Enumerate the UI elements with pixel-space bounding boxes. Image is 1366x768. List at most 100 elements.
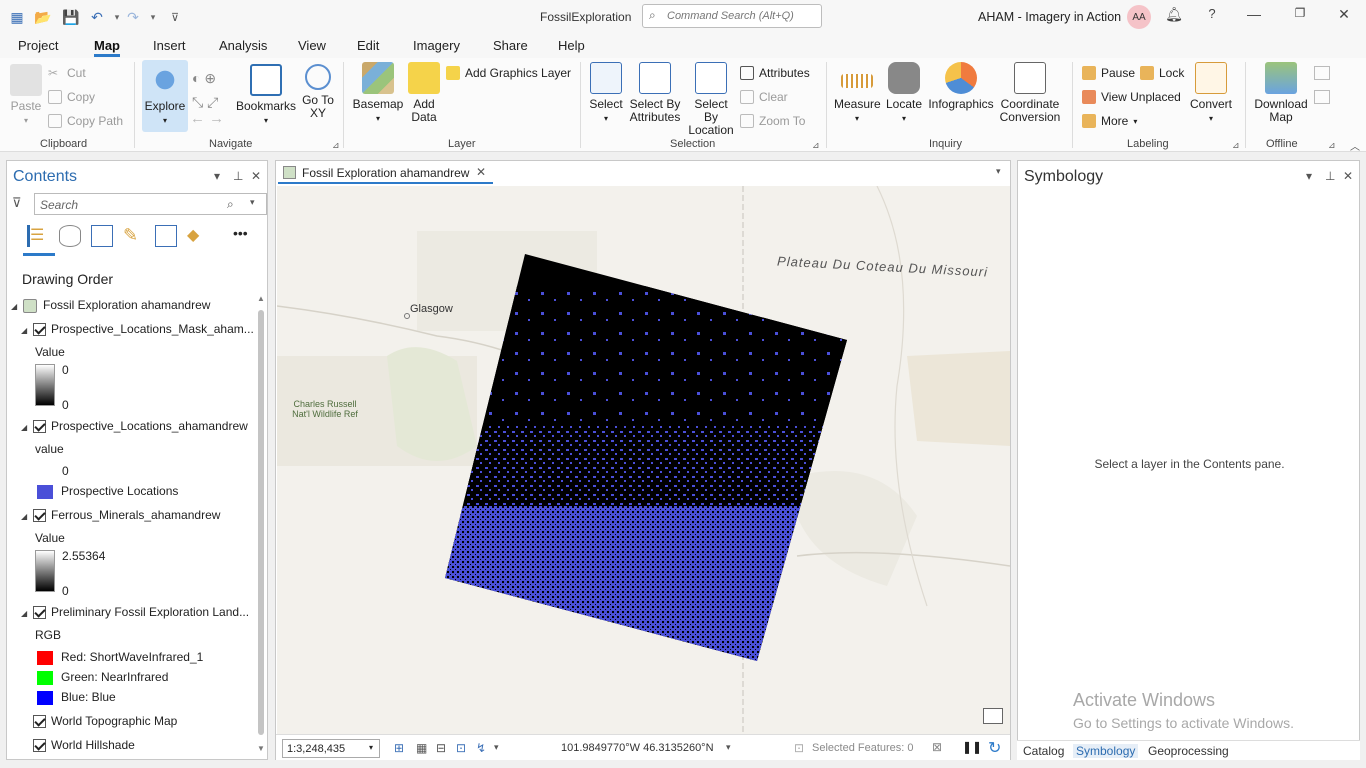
tab-analysis[interactable]: Analysis [219, 38, 268, 53]
layer-row[interactable]: ◢ Prospective_Locations_Mask_aham... [21, 322, 254, 337]
tab-imagery[interactable]: Imagery [413, 38, 460, 53]
select-by-location-button[interactable]: Select By Location [686, 62, 736, 137]
tab-map[interactable]: Map [94, 38, 120, 57]
select-by-attributes-button[interactable]: Select By Attributes [628, 62, 682, 124]
north-arrow-icon[interactable]: ↯ [476, 741, 487, 755]
coordinate-conversion-button[interactable]: Coordinate Conversion [998, 62, 1062, 124]
offline-launcher-icon[interactable]: ⊿ [1328, 140, 1336, 150]
undo-icon[interactable]: ↶ [91, 8, 103, 25]
grid-icon[interactable]: ▦ [416, 741, 428, 755]
more-labeling-button[interactable]: More ▾ [1082, 114, 1137, 128]
paste-button[interactable]: Paste ▾ [8, 64, 44, 127]
command-search-input[interactable]: ⌕ Command Search (Alt+Q) [642, 4, 822, 28]
explore-button[interactable]: Explore ▾ [142, 60, 188, 132]
infographics-button[interactable]: Infographics [926, 62, 996, 111]
layer-visibility-checkbox[interactable] [33, 715, 46, 729]
undo-dropdown-icon[interactable]: ▾ [114, 11, 120, 22]
pin-icon[interactable]: ⊥ [1325, 169, 1336, 183]
layer-visibility-checkbox[interactable] [33, 509, 46, 523]
notifications-bell-icon[interactable]: 🔔︎ [1165, 6, 1183, 22]
remove-offline-icon[interactable] [1314, 90, 1330, 104]
scale-selector[interactable]: 1:3,248,435 ▾ [282, 739, 380, 758]
add-graphics-layer-button[interactable]: Add Graphics Layer [446, 66, 571, 80]
copy-path-button[interactable]: Copy Path [48, 114, 123, 128]
pause-drawing-icon[interactable]: ❚❚ [962, 740, 983, 754]
list-by-selection-icon[interactable] [91, 225, 113, 247]
tab-edit[interactable]: Edit [357, 38, 380, 53]
redo-dropdown-icon[interactable]: ▾ [150, 11, 156, 22]
tab-geoprocessing[interactable]: Geoprocessing [1148, 744, 1229, 758]
save-icon[interactable]: 💾 [62, 8, 80, 25]
locate-button[interactable]: Locate ▾ [884, 62, 924, 125]
tab-list-icon[interactable]: ▾ [996, 166, 1001, 176]
correction-icon[interactable]: ⊡ [456, 741, 467, 755]
map-view-tab[interactable]: Fossil Exploration ahamandrew ✕ [278, 162, 493, 184]
layer-visibility-checkbox[interactable] [33, 606, 46, 620]
pause-labeling-button[interactable]: Pause [1082, 66, 1135, 80]
layer-row[interactable]: ◢ Prospective_Locations_ahamandrew [21, 419, 248, 434]
labeling-launcher-icon[interactable]: ⊿ [1232, 140, 1240, 150]
select-button[interactable]: Select ▾ [588, 62, 624, 125]
contents-search-input[interactable]: Search ⌕ ▾ [34, 193, 267, 215]
basemap-button[interactable]: Basemap ▾ [352, 62, 404, 125]
sync-icon[interactable] [1314, 66, 1330, 80]
download-map-button[interactable]: Download Map [1252, 62, 1310, 124]
add-data-button[interactable]: Add Data [406, 62, 442, 124]
selection-launcher-icon[interactable]: ⊿ [812, 140, 820, 150]
filter-icon[interactable]: ⊠ [932, 740, 943, 754]
tab-insert[interactable]: Insert [153, 38, 186, 53]
zoom-tools-icon[interactable]: ◐ ⊕ ⤡ ⤢ [192, 70, 219, 110]
snapping-icon[interactable]: ⊞ [394, 741, 405, 755]
map-overview-icon[interactable] [983, 708, 1003, 724]
convert-labels-button[interactable]: Convert ▾ [1188, 62, 1234, 125]
copy-button[interactable]: Copy [48, 90, 95, 104]
coordinate-format-dropdown-icon[interactable]: ▾ [726, 742, 731, 752]
scrollbar-thumb[interactable] [258, 310, 264, 735]
cut-button[interactable]: ✂ Cut [48, 66, 86, 80]
list-by-source-icon[interactable] [59, 225, 81, 247]
open-project-icon[interactable]: 📂 [34, 8, 52, 25]
avatar[interactable]: AA [1127, 5, 1151, 29]
tab-project[interactable]: Project [18, 38, 59, 53]
scroll-up-icon[interactable]: ▲ [257, 294, 265, 303]
lock-labeling-button[interactable]: Lock [1140, 66, 1184, 80]
map-canvas[interactable]: Plateau Du Coteau Du Missouri Glasgow Ch… [277, 186, 1010, 734]
pane-options-icon[interactable]: ▾ [1306, 169, 1313, 183]
more-tools-icon[interactable]: ••• [233, 225, 248, 241]
customize-toolbar-icon[interactable]: ⊽ [170, 11, 180, 24]
go-to-xy-button[interactable]: Go To XY [300, 64, 336, 120]
new-project-icon[interactable]: ▦ [10, 8, 24, 25]
tab-share[interactable]: Share [493, 38, 528, 53]
filter-icon[interactable]: ⊽ [12, 195, 22, 210]
layer-visibility-checkbox[interactable] [33, 739, 46, 753]
close-tab-icon[interactable]: ✕ [476, 165, 487, 179]
scroll-down-icon[interactable]: ▼ [257, 744, 265, 753]
refresh-icon[interactable]: ↻ [988, 740, 1002, 757]
help-icon[interactable]: ? [1208, 6, 1216, 21]
tab-view[interactable]: View [298, 38, 326, 53]
redo-icon[interactable]: ↷ [127, 8, 139, 25]
list-by-drawing-order-icon[interactable]: ☰ [27, 225, 49, 247]
list-by-snapping-icon[interactable] [155, 225, 177, 247]
navigate-launcher-icon[interactable]: ⊿ [332, 140, 340, 150]
attributes-button[interactable]: Attributes [740, 66, 810, 80]
constraints-icon[interactable]: ⊟ [436, 741, 447, 755]
close-pane-icon[interactable]: ✕ [251, 169, 262, 183]
layer-row[interactable]: World Topographic Map [33, 714, 177, 729]
map-tree-item[interactable]: ◢ Fossil Exploration ahamandrew [11, 298, 211, 313]
measure-button[interactable]: Measure ▾ [834, 62, 881, 125]
list-by-editing-icon[interactable]: ✎ [123, 225, 139, 245]
tab-symbology[interactable]: Symbology [1073, 744, 1139, 758]
pane-options-icon[interactable]: ▾ [214, 169, 221, 183]
layer-row[interactable]: ◢ Ferrous_Minerals_ahamandrew [21, 508, 221, 523]
tab-catalog[interactable]: Catalog [1023, 744, 1065, 758]
clear-selection-button[interactable]: Clear [740, 90, 788, 104]
layer-visibility-checkbox[interactable] [33, 323, 46, 337]
view-unplaced-button[interactable]: View Unplaced [1082, 90, 1181, 104]
status-dropdown-icon[interactable]: ▾ [494, 742, 499, 752]
list-by-labeling-icon[interactable]: ◆ [187, 227, 200, 244]
collapse-ribbon-icon[interactable]: ︿ [1350, 142, 1360, 153]
close-pane-icon[interactable]: ✕ [1343, 169, 1354, 183]
pin-icon[interactable]: ⊥ [233, 169, 244, 183]
layer-row[interactable]: World Hillshade [33, 738, 135, 753]
